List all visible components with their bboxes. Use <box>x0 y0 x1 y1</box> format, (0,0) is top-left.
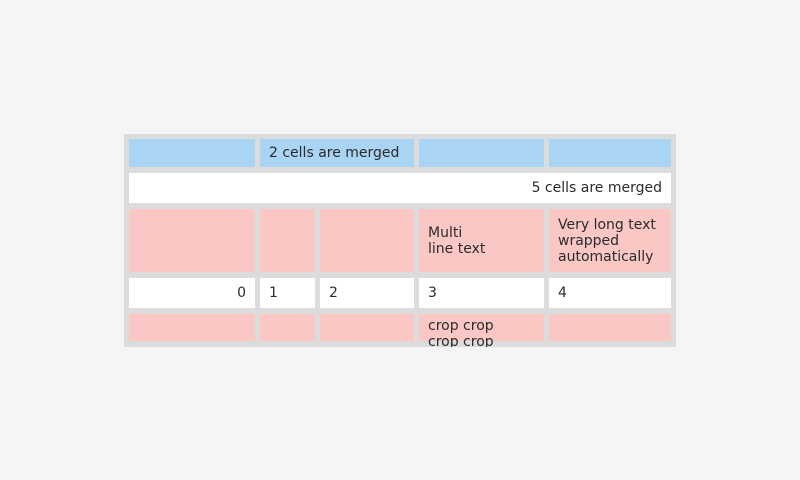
cell-text-wrapped: Very long text wrapped automatically <box>558 216 656 265</box>
table-cell-r1c0[interactable] <box>129 139 255 167</box>
table-row-5: crop crop crop crop <box>129 314 671 347</box>
cell-text: 2 <box>329 285 338 301</box>
cell-text: 2 cells are merged <box>269 145 400 161</box>
table-row-4: 0 1 2 3 4 <box>129 278 671 308</box>
table-cell-r3c4[interactable]: Very long text wrapped automatically <box>549 209 671 272</box>
table-cell-r5c2[interactable] <box>320 314 414 341</box>
table-row-3: Multi line text Very long text wrapped a… <box>129 209 671 272</box>
table-cell-r1-merged-2[interactable]: 2 cells are merged <box>260 139 414 167</box>
table-cell-r1c4[interactable] <box>549 139 671 167</box>
cell-text: 3 <box>428 285 437 301</box>
cell-text: 4 <box>558 285 567 301</box>
table-cell-r4c2[interactable]: 2 <box>320 278 414 308</box>
table-cell-r3c0[interactable] <box>129 209 255 272</box>
table-cell-r4c3[interactable]: 3 <box>419 278 544 308</box>
table-cell-r4c0[interactable]: 0 <box>129 278 255 308</box>
table-cell-r4c4[interactable]: 4 <box>549 278 671 308</box>
table-widget: 2 cells are merged 5 cells are merged Mu… <box>124 134 676 347</box>
cell-text-multiline: Multi line text <box>428 224 486 257</box>
table-row-1: 2 cells are merged <box>129 139 671 167</box>
cell-text-cropped: crop crop crop crop <box>428 318 494 347</box>
cell-text: 0 <box>237 285 246 301</box>
cell-text: 1 <box>269 285 278 301</box>
table-cell-r5c0[interactable] <box>129 314 255 341</box>
table-cell-r3c1[interactable] <box>260 209 315 272</box>
table-cell-r5c4[interactable] <box>549 314 671 341</box>
table-cell-r4c1[interactable]: 1 <box>260 278 315 308</box>
table-row-2: 5 cells are merged <box>129 173 671 203</box>
table-cell-r1c3[interactable] <box>419 139 544 167</box>
table-cell-r3c2[interactable] <box>320 209 414 272</box>
cell-text: 5 cells are merged <box>531 180 662 196</box>
table-cell-r5c3-cropped[interactable]: crop crop crop crop <box>419 314 544 347</box>
table-cell-r2-merged-5[interactable]: 5 cells are merged <box>129 173 671 203</box>
table-cell-r5c1[interactable] <box>260 314 315 341</box>
table-cell-r3c3[interactable]: Multi line text <box>419 209 544 272</box>
